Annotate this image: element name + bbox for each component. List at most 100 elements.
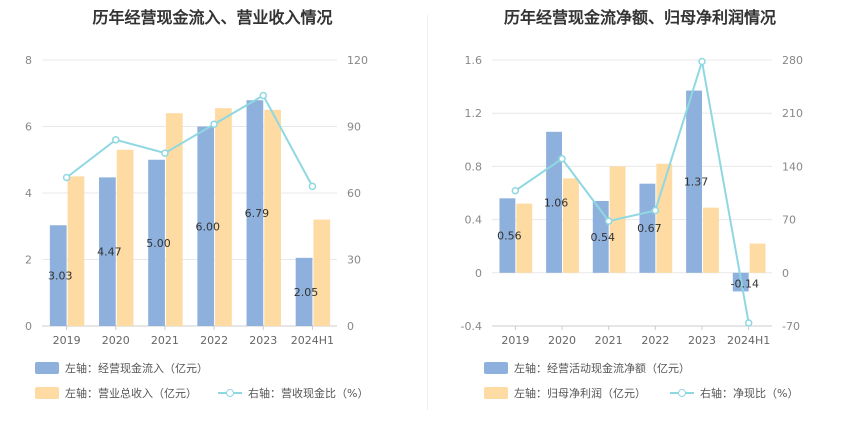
x-tick-label: 2020 [102, 334, 130, 347]
y-right-tick-label: 0 [347, 320, 354, 333]
chart-title: 历年经营现金流入、营业收入情况 [92, 8, 333, 27]
y-right-tick-label: 120 [347, 54, 368, 67]
legend-label: 左轴：经营现金流入（亿元） [65, 362, 208, 375]
y-right-tick-label: 210 [782, 107, 803, 120]
bar-secondary [563, 178, 579, 273]
bar-secondary [165, 113, 183, 326]
y-right-tick-label: 30 [347, 254, 361, 267]
ratio-point [744, 319, 753, 327]
legend-line-icon [218, 387, 242, 399]
chart-panel-cash-inflow: 历年经营现金流入、营业收入情况 0 0 2 30 4 60 6 90 8 120 2019 2020 2… [25, 8, 368, 401]
bar-secondary [116, 149, 134, 326]
y-left-tick-label: 0.4 [465, 214, 483, 227]
chart-panel-net-cash: 历年经营现金流净额、归母净利润情况 -0.4 -70 0 0 0.4 70 0.8 140 1.… [430, 0, 850, 437]
bar-data-label: 6.79 [245, 207, 270, 220]
y-right-tick-label: 60 [347, 187, 361, 200]
legend-item-net-cash[interactable]: 左轴：经营活动现金流净额（亿元） [484, 360, 690, 376]
legend-swatch-blue [484, 362, 508, 374]
legend-label: 右轴：净现比（%） [700, 387, 799, 400]
bar-primary [686, 90, 702, 273]
bar-secondary [749, 243, 766, 273]
ratio-point [259, 91, 267, 100]
chart-svg-cash-inflow: 0 0 2 30 4 60 6 90 8 120 2019 2020 2021 2022 2023 2024H… [25, 54, 368, 347]
ratio-point [112, 136, 120, 144]
x-tick-label: 2023 [249, 334, 277, 347]
x-tick-label: 2021 [151, 334, 179, 347]
legend-item-net-ratio[interactable]: 右轴：净现比（%） [670, 385, 798, 401]
y-right-tick-label: 70 [782, 214, 796, 227]
bar-data-label: 1.06 [544, 196, 569, 209]
bar-data-label: 6.00 [195, 220, 220, 233]
x-tick-label: 2024H1 [727, 334, 770, 347]
bar-primary [592, 200, 609, 273]
legend-item-net-profit[interactable]: 左轴：归母净利润（亿元） [484, 385, 646, 401]
bar-data-label: 2.05 [294, 286, 319, 299]
x-tick-label: 2023 [688, 334, 716, 347]
legend-label: 左轴：营业总收入（亿元） [65, 387, 197, 400]
ratio-point [210, 120, 218, 129]
bar-data-label: 5.00 [146, 237, 171, 250]
legend-line-icon [670, 387, 694, 399]
y-right-tick-label: 90 [347, 121, 361, 134]
legend-label: 左轴：经营活动现金流净额（亿元） [514, 362, 690, 375]
y-right-tick-label: -70 [782, 320, 800, 333]
ratio-point [651, 206, 660, 215]
legend-swatch-blue [35, 362, 59, 374]
bar-data-label: 4.47 [97, 246, 122, 259]
bar-secondary [313, 219, 331, 326]
bar-primary [639, 183, 656, 273]
x-tick-label: 2019 [53, 334, 81, 347]
legend-label: 右轴：营收现金比（%） [248, 387, 369, 400]
legend-label: 左轴：归母净利润（亿元） [514, 387, 646, 400]
x-tick-label: 2021 [595, 334, 623, 347]
chart-svg-net-cash: -0.4 -70 0 0 0.4 70 0.8 140 1.2 210 1.6 280 2019 2020… [461, 54, 803, 347]
bar-secondary [215, 108, 232, 327]
legend-swatch-orange [484, 387, 508, 399]
y-right-tick-label: 280 [782, 54, 803, 67]
x-tick-label: 2022 [200, 334, 228, 347]
ratio-point [308, 182, 317, 191]
legend-item-ratio[interactable]: 右轴：营收现金比（%） [218, 385, 368, 401]
ratio-point [698, 57, 706, 66]
legend-item-revenue[interactable]: 左轴：营业总收入（亿元） [35, 385, 197, 401]
y-left-tick-label: 0 [25, 320, 32, 333]
y-left-tick-label: 0.8 [465, 160, 483, 173]
bar-secondary [264, 109, 281, 326]
bar-secondary [516, 203, 533, 273]
ratio-point [604, 217, 613, 225]
bar-data-label: 0.56 [497, 230, 522, 243]
ratio-point [62, 173, 71, 182]
y-right-tick-label: 0 [782, 267, 789, 280]
y-left-tick-label: 0 [475, 267, 482, 280]
legend-item-cash-inflow[interactable]: 左轴：经营现金流入（亿元） [35, 360, 208, 376]
ratio-line [514, 61, 750, 324]
ratio-point [511, 186, 520, 195]
bar-primary [246, 100, 264, 326]
bar-secondary [67, 176, 85, 326]
legend-swatch-orange [35, 387, 59, 399]
y-left-tick-label: -0.4 [461, 320, 482, 333]
bar-data-label: -0.14 [730, 277, 758, 290]
x-tick-label: 2024H1 [291, 334, 334, 347]
y-left-tick-label: 8 [25, 54, 32, 67]
x-tick-label: 2019 [501, 334, 529, 347]
bar-secondary [703, 207, 719, 273]
chart-title: 历年经营现金流净额、归母净利润情况 [503, 8, 776, 27]
ratio-point [558, 155, 566, 163]
panel-divider [427, 15, 428, 410]
bar-primary [148, 159, 165, 326]
y-left-tick-label: 4 [25, 187, 32, 200]
bar-data-label: 1.37 [684, 176, 709, 189]
bar-data-label: 0.54 [590, 231, 615, 244]
x-tick-label: 2022 [641, 334, 669, 347]
bar-primary [49, 225, 67, 326]
bar-primary [197, 126, 215, 326]
y-left-tick-label: 1.2 [465, 107, 483, 120]
bar-primary [295, 257, 313, 326]
y-right-tick-label: 140 [782, 160, 803, 173]
bar-primary [499, 198, 516, 273]
y-left-tick-label: 6 [25, 121, 32, 134]
bar-secondary [656, 163, 673, 273]
y-left-tick-label: 2 [25, 254, 32, 267]
ratio-point [161, 149, 169, 157]
